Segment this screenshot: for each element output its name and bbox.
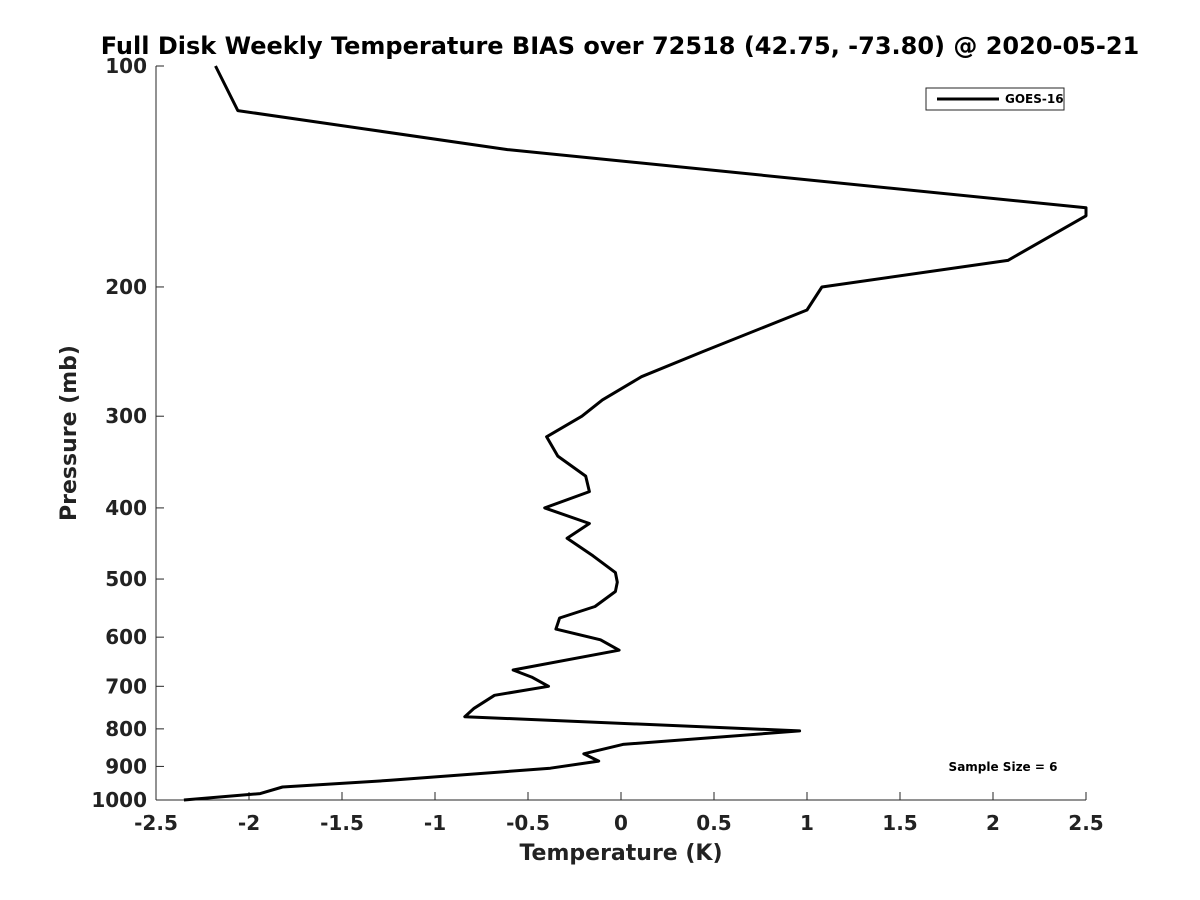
x-tick-label: -0.5 — [506, 811, 550, 835]
y-tick-label: 600 — [105, 625, 147, 649]
y-tick-label: 100 — [105, 54, 147, 78]
y-tick-label: 300 — [105, 404, 147, 428]
y-tick-label: 200 — [105, 275, 147, 299]
y-tick-label: 1000 — [91, 788, 147, 812]
x-ticks: -2.5 -2 -1.5 -1 -0.5 0 0.5 1 1.5 2 2.5 — [134, 792, 1104, 835]
y-axis-label: Pressure (mb) — [57, 345, 82, 521]
x-tick-label: -1.5 — [320, 811, 364, 835]
series-line-goes-16 — [183, 65, 1088, 802]
x-tick-label: 0.5 — [696, 811, 731, 835]
y-ticks: 100 200 300 400 500 600 700 800 900 1000 — [91, 54, 164, 812]
series-group — [183, 65, 1088, 802]
y-tick-label: 800 — [105, 717, 147, 741]
sample-size-annotation: Sample Size = 6 — [949, 760, 1058, 774]
x-tick-label: -2 — [238, 811, 260, 835]
legend: GOES-16 — [925, 87, 1065, 111]
chart-title: Full Disk Weekly Temperature BIAS over 7… — [101, 32, 1140, 60]
legend-label-goes-16: GOES-16 — [1005, 92, 1064, 106]
x-tick-label: 2 — [986, 811, 1000, 835]
x-axis-label: Temperature (K) — [519, 841, 722, 866]
x-tick-label: 1 — [800, 811, 814, 835]
x-tick-label: -2.5 — [134, 811, 178, 835]
x-tick-label: 0 — [614, 811, 628, 835]
x-tick-label: 2.5 — [1068, 811, 1103, 835]
x-tick-label: 1.5 — [882, 811, 917, 835]
y-tick-label: 700 — [105, 674, 147, 698]
y-tick-label: 900 — [105, 754, 147, 778]
y-tick-label: 400 — [105, 496, 147, 520]
plot-axes — [155, 66, 1086, 801]
y-tick-label: 500 — [105, 567, 147, 591]
x-tick-label: -1 — [424, 811, 446, 835]
